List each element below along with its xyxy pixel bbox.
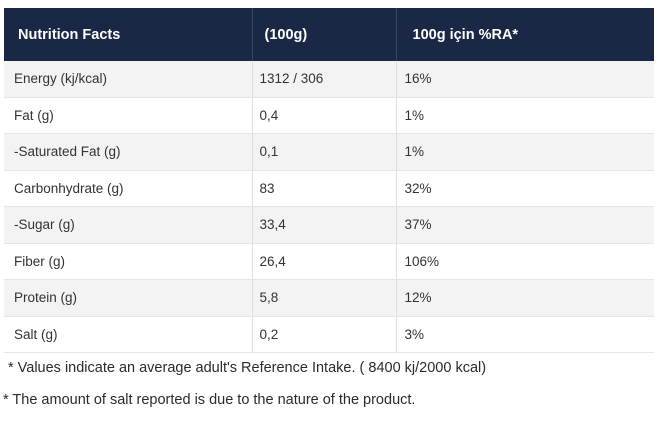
- nutrient-amount: 0,1: [252, 133, 397, 171]
- table-row: Salt (g) 0,2 3%: [4, 316, 654, 353]
- nutrient-name: Energy (kj/kcal): [4, 61, 253, 98]
- nutrition-facts-table: Nutrition Facts (100g) 100g için %RA* En…: [4, 8, 654, 353]
- table-row: Fat (g) 0,4 1%: [4, 97, 654, 134]
- nutrient-amount: 1312 / 306: [252, 61, 397, 98]
- nutrient-ri-percent: 37%: [396, 206, 654, 244]
- nutrient-ri-percent: 16%: [396, 61, 654, 98]
- header-row: Nutrition Facts (100g) 100g için %RA*: [4, 8, 654, 61]
- nutrient-amount: 26,4: [252, 243, 397, 280]
- nutrient-ri-percent: 1%: [396, 133, 654, 171]
- nutrient-name: -Saturated Fat (g): [4, 133, 253, 171]
- nutrient-name: Salt (g): [4, 316, 253, 353]
- nutrient-ri-percent: 32%: [396, 170, 654, 207]
- salt-footnote: * The amount of salt reported is due to …: [3, 392, 416, 408]
- table-row: Carbonhydrate (g) 83 32%: [4, 170, 654, 207]
- table-row: -Sugar (g) 33,4 37%: [4, 206, 654, 244]
- nutrient-ri-percent: 12%: [396, 279, 654, 317]
- nutrient-name: -Sugar (g): [4, 206, 253, 244]
- table-body: Energy (kj/kcal) 1312 / 306 16% Fat (g) …: [4, 61, 654, 353]
- header-nutrition-facts: Nutrition Facts: [4, 8, 253, 61]
- table-row: Energy (kj/kcal) 1312 / 306 16%: [4, 61, 654, 98]
- header-reference-intake: 100g için %RA*: [396, 8, 654, 61]
- table-header: Nutrition Facts (100g) 100g için %RA*: [4, 8, 654, 61]
- nutrient-name: Fat (g): [4, 97, 253, 134]
- nutrient-amount: 83: [252, 170, 397, 207]
- nutrient-amount: 0,4: [252, 97, 397, 134]
- table-row: Protein (g) 5,8 12%: [4, 279, 654, 317]
- table-row: -Saturated Fat (g) 0,1 1%: [4, 133, 654, 171]
- nutrient-amount: 0,2: [252, 316, 397, 353]
- nutrient-name: Protein (g): [4, 279, 253, 317]
- nutrient-name: Carbonhydrate (g): [4, 170, 253, 207]
- table-row: Fiber (g) 26,4 106%: [4, 243, 654, 280]
- nutrient-ri-percent: 106%: [396, 243, 654, 280]
- nutrient-ri-percent: 3%: [396, 316, 654, 353]
- nutrient-amount: 5,8: [252, 279, 397, 317]
- nutrient-amount: 33,4: [252, 206, 397, 244]
- header-per-100g: (100g): [252, 8, 397, 61]
- nutrient-ri-percent: 1%: [396, 97, 654, 134]
- reference-intake-footnote: * Values indicate an average adult's Ref…: [8, 360, 487, 376]
- nutrient-name: Fiber (g): [4, 243, 253, 280]
